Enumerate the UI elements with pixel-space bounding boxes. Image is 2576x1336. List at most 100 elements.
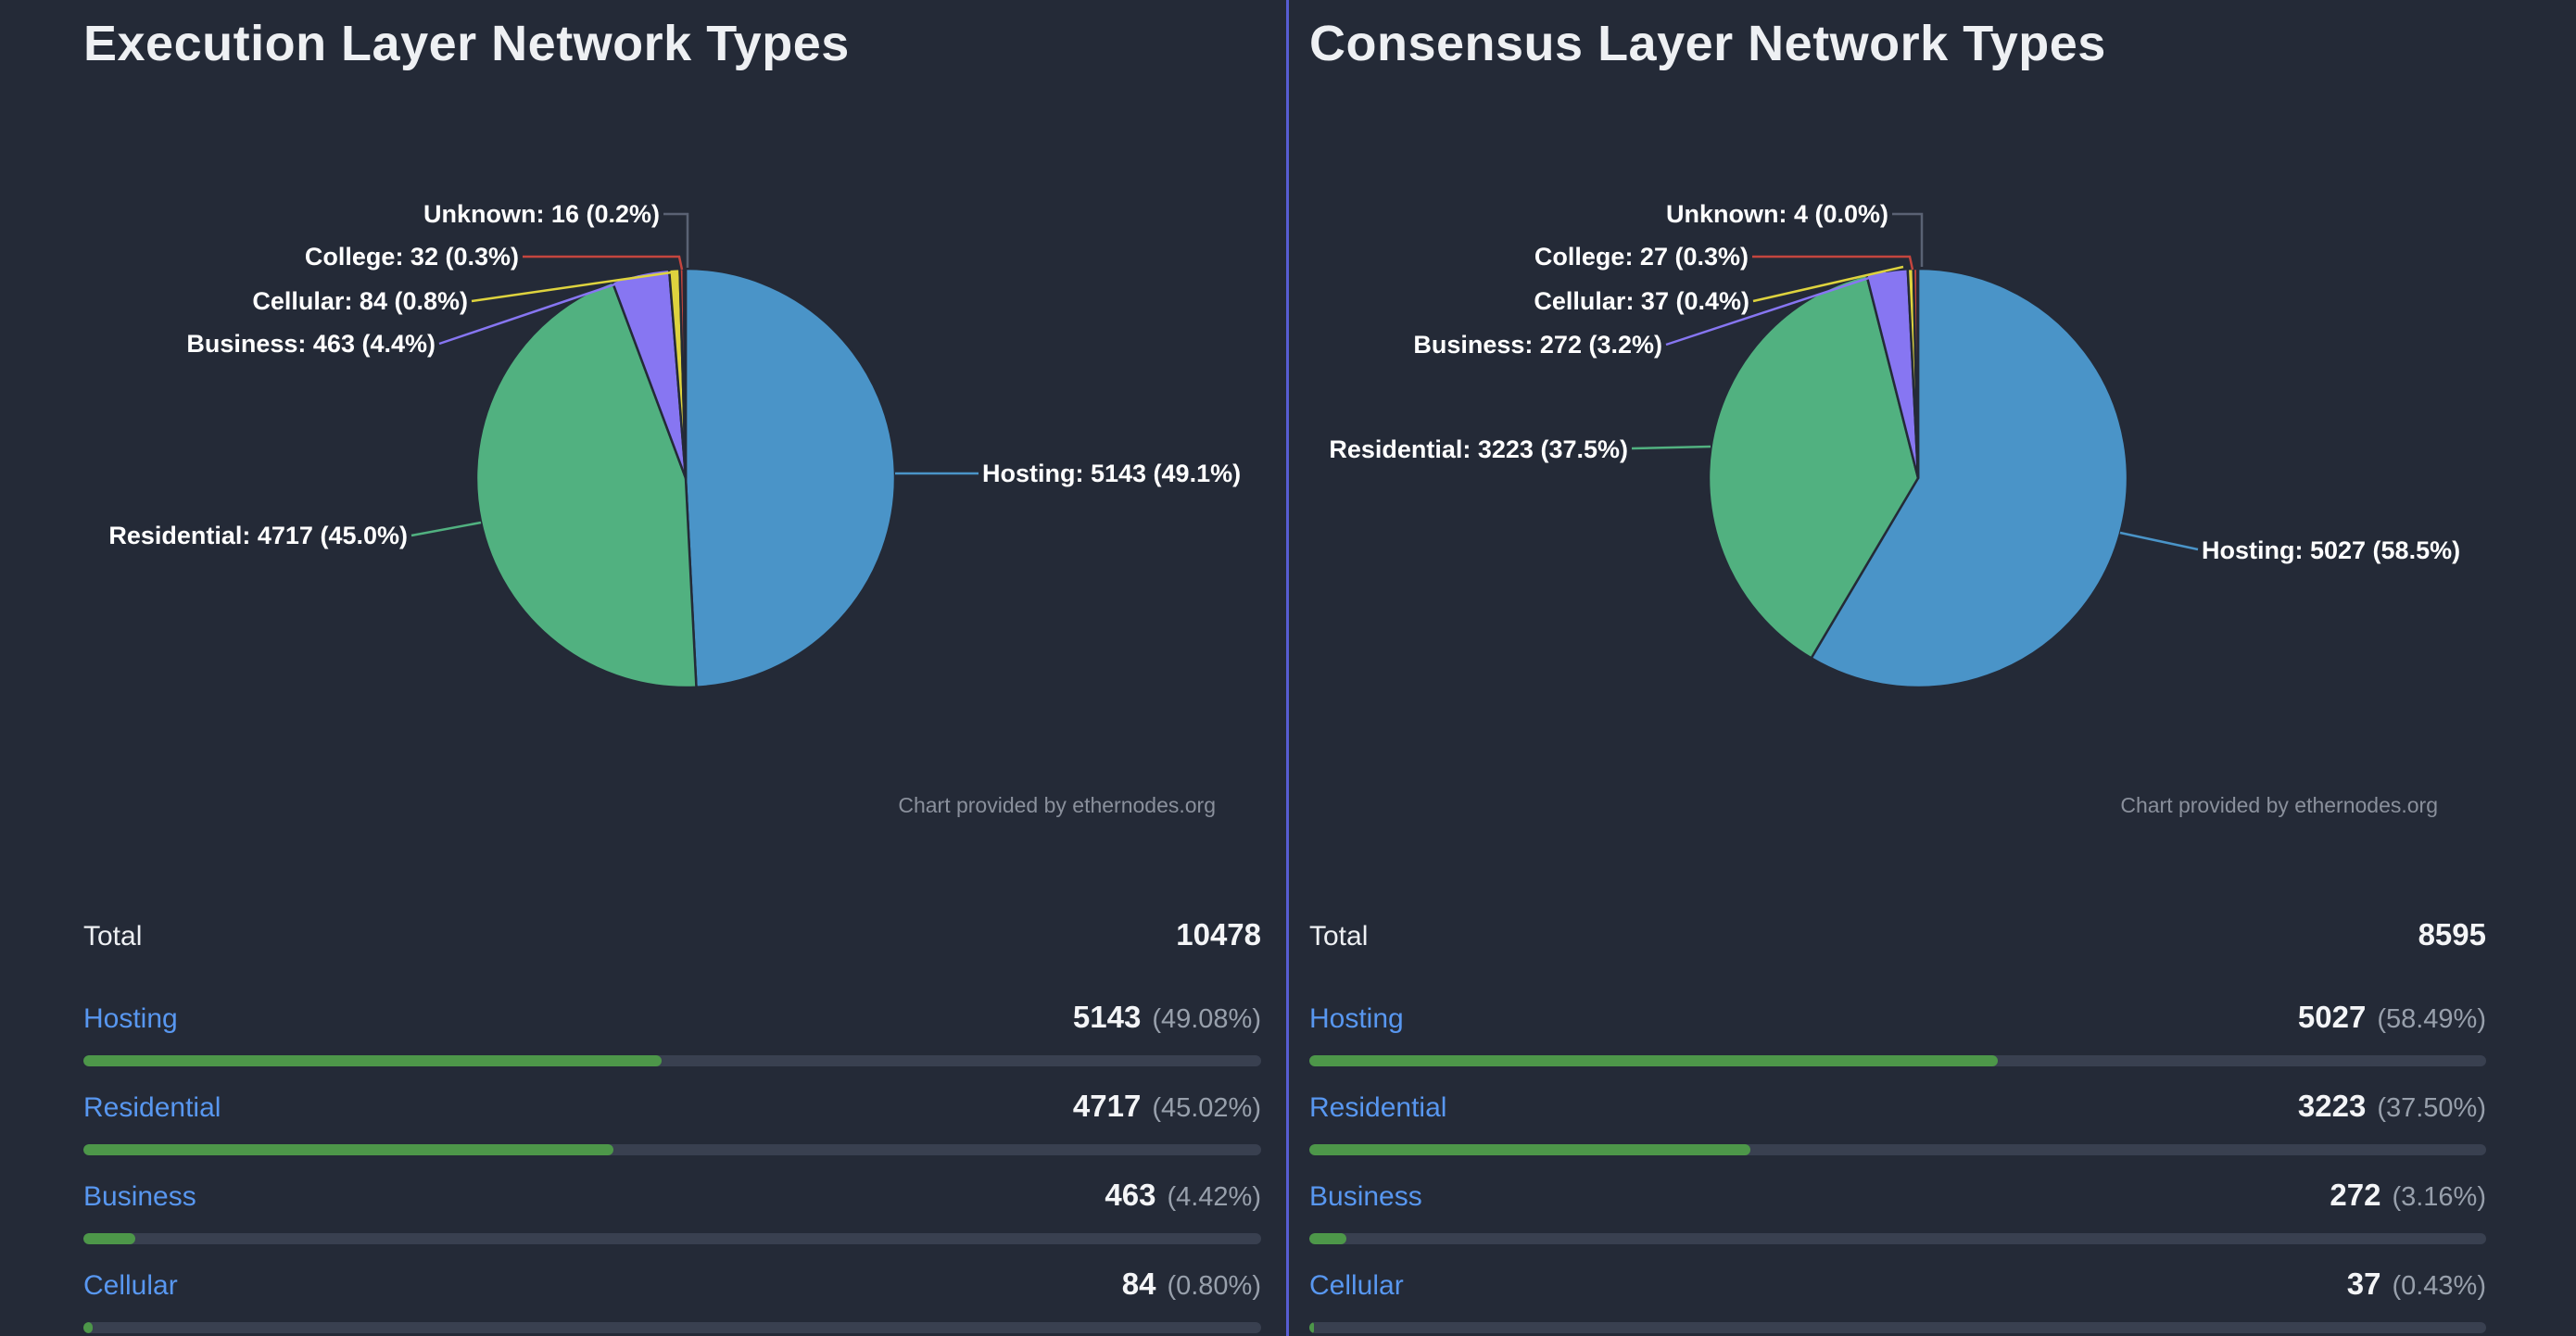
business-percent: (4.42%) xyxy=(1167,1182,1261,1212)
pie-slice-cellular[interactable] xyxy=(1906,267,1920,480)
pie-label-unknown: Unknown: 16 (0.2%) xyxy=(423,200,660,228)
total-label: Total xyxy=(83,921,143,952)
total-value: 8595 xyxy=(2418,917,2486,952)
pie-slice-college[interactable] xyxy=(678,267,688,480)
business-progress-fill xyxy=(83,1233,136,1244)
pie-label-cellular: Cellular: 84 (0.8%) xyxy=(252,287,468,315)
cellular-percent: (0.80%) xyxy=(1167,1271,1261,1301)
business-progress-fill xyxy=(1309,1233,1347,1244)
pie-label-college: College: 27 (0.3%) xyxy=(1534,243,1749,271)
execution-panel-title: Execution Layer Network Types xyxy=(83,16,850,71)
residential-value: 4717 xyxy=(1072,1089,1142,1123)
cellular-link[interactable]: Cellular xyxy=(83,1270,178,1301)
cellular-progress-track xyxy=(83,1322,1261,1333)
hosting-percent: (58.49%) xyxy=(2377,1004,2486,1034)
cellular-value: 84 xyxy=(1121,1267,1156,1301)
pie-slice-residential[interactable] xyxy=(474,281,698,689)
business-value: 272 xyxy=(2330,1178,2381,1212)
execution-stats-table: Total 10478 Hosting 5143 (49.08%) Residen… xyxy=(83,917,1261,1336)
execution-layer-panel: Execution Layer Network Types Unknown: 1… xyxy=(0,0,1287,1336)
table-row-business: Business 463 (4.42%) xyxy=(83,1178,1261,1244)
pie-slice-cellular[interactable] xyxy=(667,267,688,480)
cellular-progress-fill xyxy=(83,1322,94,1333)
table-row-cellular: Cellular 84 (0.80%) xyxy=(83,1267,1261,1333)
consensus-panel-title: Consensus Layer Network Types xyxy=(1309,16,2106,71)
cellular-progress-fill xyxy=(1309,1322,1315,1333)
hosting-link[interactable]: Hosting xyxy=(83,1003,178,1034)
residential-progress-fill xyxy=(83,1144,614,1155)
consensus-pie-svg xyxy=(1631,212,2199,689)
leader-line-business xyxy=(1665,271,1887,347)
pie-label-hosting: Hosting: 5143 (49.1%) xyxy=(982,460,1242,487)
chart-credit: Chart provided by ethernodes.org xyxy=(898,793,1216,817)
table-row-business: Business 272 (3.16%) xyxy=(1309,1178,2486,1244)
business-progress-track xyxy=(83,1233,1261,1244)
business-link[interactable]: Business xyxy=(1309,1181,1422,1212)
table-row-residential: Residential 3223 (37.50%) xyxy=(1309,1089,2486,1155)
leader-line-cellular xyxy=(471,271,673,303)
pie-slice-unknown[interactable] xyxy=(682,267,688,480)
execution-pie-svg xyxy=(410,212,979,689)
leader-line-residential xyxy=(410,521,482,537)
hosting-value: 5143 xyxy=(1072,1000,1142,1034)
total-label: Total xyxy=(1309,921,1369,952)
table-row-hosting: Hosting 5143 (49.08%) xyxy=(83,1000,1261,1066)
pie-slice-unknown[interactable] xyxy=(1916,267,1920,480)
pie-label-college: College: 32 (0.3%) xyxy=(304,243,519,271)
pie-label-residential: Residential: 3223 (37.5%) xyxy=(1329,435,1628,463)
residential-link[interactable]: Residential xyxy=(83,1092,221,1123)
table-row-hosting: Hosting 5027 (58.49%) xyxy=(1309,1000,2486,1066)
hosting-percent: (49.08%) xyxy=(1152,1004,1261,1034)
panel-divider xyxy=(1286,0,1289,1336)
table-row-cellular: Cellular 37 (0.43%) xyxy=(1309,1267,2486,1333)
hosting-progress-fill xyxy=(83,1055,662,1066)
pie-label-residential: Residential: 4717 (45.0%) xyxy=(108,522,408,549)
business-percent: (3.16%) xyxy=(2392,1182,2486,1212)
pie-label-business: Business: 272 (3.2%) xyxy=(1413,331,1662,359)
pie-label-hosting: Hosting: 5027 (58.5%) xyxy=(2202,536,2461,564)
business-progress-track xyxy=(1309,1233,2486,1244)
chart-credit: Chart provided by ethernodes.org xyxy=(2120,793,2438,817)
residential-percent: (45.02%) xyxy=(1152,1093,1261,1123)
leader-line-hosting xyxy=(2119,531,2199,551)
cellular-progress-track xyxy=(1309,1322,2486,1333)
table-row-total: Total 10478 xyxy=(83,917,1261,958)
leader-line-cellular xyxy=(1752,265,1904,303)
leader-line-unknown xyxy=(663,212,689,268)
cellular-percent: (0.43%) xyxy=(2392,1271,2486,1301)
business-value: 463 xyxy=(1105,1178,1156,1212)
leader-line-unknown xyxy=(1892,212,1924,267)
leader-line-business xyxy=(438,274,640,346)
residential-value: 3223 xyxy=(2297,1089,2367,1123)
pie-slice-business[interactable] xyxy=(611,268,688,480)
pie-slice-hosting[interactable] xyxy=(1810,267,2129,689)
pie-slice-hosting[interactable] xyxy=(684,267,897,688)
cellular-value: 37 xyxy=(2346,1267,2381,1301)
total-value: 10478 xyxy=(1176,917,1261,952)
pie-slice-college[interactable] xyxy=(1912,267,1920,480)
leader-line-residential xyxy=(1631,445,1711,450)
residential-progress-track xyxy=(83,1144,1261,1155)
business-link[interactable]: Business xyxy=(83,1181,196,1212)
hosting-progress-fill xyxy=(1309,1055,1998,1066)
pie-label-cellular: Cellular: 37 (0.4%) xyxy=(1534,287,1749,315)
residential-link[interactable]: Residential xyxy=(1309,1092,1447,1123)
pie-label-business: Business: 463 (4.4%) xyxy=(186,330,436,358)
table-row-total: Total 8595 xyxy=(1309,917,2486,958)
cellular-link[interactable]: Cellular xyxy=(1309,1270,1404,1301)
leader-line-college xyxy=(1752,255,1914,271)
hosting-progress-track xyxy=(83,1055,1261,1066)
hosting-link[interactable]: Hosting xyxy=(1309,1003,1404,1034)
hosting-value: 5027 xyxy=(2297,1000,2367,1034)
consensus-stats-table: Total 8595 Hosting 5027 (58.49%) Resident… xyxy=(1309,917,2486,1336)
consensus-layer-panel: Consensus Layer Network Types Unknown: 4… xyxy=(1289,0,2576,1336)
pie-slice-business[interactable] xyxy=(1865,268,1920,480)
residential-progress-fill xyxy=(1309,1144,1751,1155)
residential-progress-track xyxy=(1309,1144,2486,1155)
pie-label-unknown: Unknown: 4 (0.0%) xyxy=(1665,200,1888,228)
hosting-progress-track xyxy=(1309,1055,2486,1066)
pie-slice-residential[interactable] xyxy=(1707,273,1920,660)
leader-line-college xyxy=(523,255,684,271)
table-row-residential: Residential 4717 (45.02%) xyxy=(83,1089,1261,1155)
